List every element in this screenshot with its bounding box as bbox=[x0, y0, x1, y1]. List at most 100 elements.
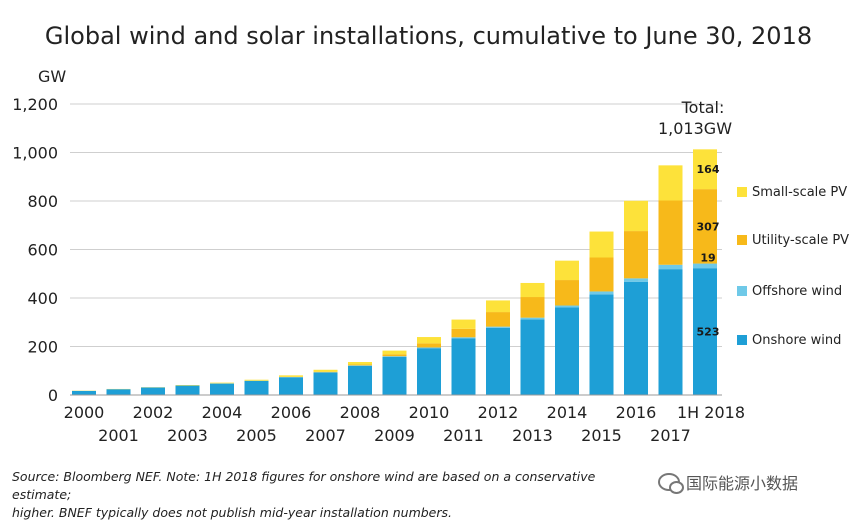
x-tick-label: 2014 bbox=[547, 403, 588, 422]
bar-offshore-wind-2014 bbox=[555, 306, 579, 308]
legend-label: Small-scale PV bbox=[752, 185, 847, 200]
bar-onshore-wind-2004 bbox=[210, 384, 234, 395]
x-tick-label: 2002 bbox=[133, 403, 174, 422]
legend-swatch bbox=[737, 235, 747, 245]
x-tick-label: 1H 2018 bbox=[677, 403, 745, 422]
bar-offshore-wind-2015 bbox=[590, 291, 614, 294]
x-tick-label: 2010 bbox=[409, 403, 450, 422]
bar-onshore-wind-2001 bbox=[107, 389, 131, 395]
x-tick-label: 2007 bbox=[305, 426, 346, 445]
x-tick-label: 2006 bbox=[271, 403, 312, 422]
x-tick-label: 2017 bbox=[650, 426, 691, 445]
legend: Small-scale PV Utility-scale PV Offshore w… bbox=[737, 185, 849, 348]
bar-utility-scale-pv-2010 bbox=[417, 343, 441, 347]
bar-small-scale-pv-2007 bbox=[314, 370, 338, 372]
bar-onshore-wind-2003 bbox=[176, 386, 200, 395]
y-tick-label: 1,000 bbox=[12, 144, 58, 163]
data-label: 19 bbox=[700, 252, 715, 265]
legend-swatch bbox=[737, 335, 747, 345]
total-annotation-label: Total: bbox=[681, 98, 725, 117]
bar-small-scale-pv-2015 bbox=[590, 232, 614, 258]
bar-onshore-wind-2006 bbox=[279, 377, 303, 395]
y-axis-unit-label: GW bbox=[38, 67, 66, 86]
x-tick-label: 2000 bbox=[64, 403, 105, 422]
legend-swatch bbox=[737, 286, 747, 296]
bar-utility-scale-pv-2014 bbox=[555, 280, 579, 305]
watermark-text: 国际能源小数据 bbox=[686, 470, 798, 494]
bar-small-scale-pv-2014 bbox=[555, 261, 579, 280]
bar-onshore-wind-2012 bbox=[486, 328, 510, 395]
y-tick-label: 400 bbox=[27, 289, 58, 308]
bar-small-scale-pv-2013 bbox=[521, 283, 545, 297]
bar-small-scale-pv-2017 bbox=[659, 165, 683, 200]
data-label: 307 bbox=[697, 220, 720, 233]
bar-onshore-wind-2011 bbox=[452, 338, 476, 395]
bar-small-scale-pv-2012 bbox=[486, 300, 510, 312]
bar-offshore-wind-2012 bbox=[486, 327, 510, 328]
x-tick-label: 2004 bbox=[202, 403, 243, 422]
bar-onshore-wind-2000 bbox=[72, 391, 96, 395]
bar-offshore-wind-2013 bbox=[521, 318, 545, 320]
bar-onshore-wind-2014 bbox=[555, 307, 579, 395]
y-tick-label: 200 bbox=[27, 338, 58, 357]
watermark: 国际能源小数据 bbox=[658, 470, 798, 494]
bar-onshore-wind-2007 bbox=[314, 372, 338, 395]
bar-onshore-wind-2016 bbox=[624, 282, 648, 395]
bar-utility-scale-pv-2008 bbox=[348, 364, 372, 365]
bar-offshore-wind-2016 bbox=[624, 278, 648, 281]
x-tick-label: 2011 bbox=[443, 426, 484, 445]
source-note-line-1: Source: Bloomberg NEF. Note: 1H 2018 fig… bbox=[12, 468, 652, 504]
x-tick-label: 2016 bbox=[616, 403, 657, 422]
bar-small-scale-pv-2009 bbox=[383, 351, 407, 355]
bar-utility-scale-pv-2016 bbox=[624, 231, 648, 278]
bar-utility-scale-pv-2013 bbox=[521, 297, 545, 318]
bar-onshore-wind-2002 bbox=[141, 387, 165, 395]
bar-small-scale-pv-2011 bbox=[452, 320, 476, 329]
x-tick-label: 2012 bbox=[478, 403, 519, 422]
source-note: Source: Bloomberg NEF. Note: 1H 2018 fig… bbox=[12, 468, 652, 522]
y-tick-label: 0 bbox=[48, 386, 58, 405]
wechat-icon bbox=[658, 473, 680, 491]
legend-label: Utility-scale PV bbox=[752, 233, 849, 248]
legend-swatch bbox=[737, 187, 747, 197]
bar-small-scale-pv-2016 bbox=[624, 201, 648, 231]
y-tick-label: 600 bbox=[27, 241, 58, 260]
bar-onshore-wind-2009 bbox=[383, 357, 407, 395]
bar-utility-scale-pv-2011 bbox=[452, 329, 476, 337]
bars bbox=[72, 149, 717, 395]
bar-utility-scale-pv-2015 bbox=[590, 258, 614, 292]
legend-label: Onshore wind bbox=[752, 333, 841, 348]
x-tick-label: 2009 bbox=[374, 426, 415, 445]
bar-onshore-wind-2008 bbox=[348, 366, 372, 395]
bar-offshore-wind-2011 bbox=[452, 337, 476, 338]
x-tick-label: 2001 bbox=[98, 426, 139, 445]
source-note-line-2: higher. BNEF typically does not publish … bbox=[12, 504, 652, 522]
bar-onshore-wind-2005 bbox=[245, 381, 269, 395]
x-tick-label: 2005 bbox=[236, 426, 277, 445]
bar-utility-scale-pv-2017 bbox=[659, 201, 683, 265]
bar-offshore-wind-2010 bbox=[417, 347, 441, 348]
bar-small-scale-pv-2004 bbox=[210, 383, 234, 384]
y-tick-label: 800 bbox=[27, 192, 58, 211]
legend-label: Offshore wind bbox=[752, 284, 842, 299]
y-tick-label: 1,200 bbox=[12, 95, 58, 114]
x-tick-label: 2008 bbox=[340, 403, 381, 422]
bar-utility-scale-pv-2009 bbox=[383, 354, 407, 356]
bar-small-scale-pv-2005 bbox=[245, 380, 269, 381]
x-tick-label: 2003 bbox=[167, 426, 208, 445]
data-label: 164 bbox=[697, 163, 720, 176]
bar-utility-scale-pv-2012 bbox=[486, 312, 510, 327]
bar-offshore-wind-2017 bbox=[659, 265, 683, 269]
bar-onshore-wind-2017 bbox=[659, 269, 683, 395]
bar-onshore-wind-2013 bbox=[521, 319, 545, 395]
x-tick-label: 2015 bbox=[581, 426, 622, 445]
bar-onshore-wind-2010 bbox=[417, 348, 441, 395]
bar-small-scale-pv-2010 bbox=[417, 337, 441, 343]
x-tick-label: 2013 bbox=[512, 426, 553, 445]
data-label: 523 bbox=[697, 326, 720, 339]
bar-small-scale-pv-2008 bbox=[348, 362, 372, 364]
bar-small-scale-pv-2006 bbox=[279, 375, 303, 376]
total-annotation-value: 1,013GW bbox=[658, 119, 732, 138]
bar-onshore-wind-2015 bbox=[590, 294, 614, 395]
